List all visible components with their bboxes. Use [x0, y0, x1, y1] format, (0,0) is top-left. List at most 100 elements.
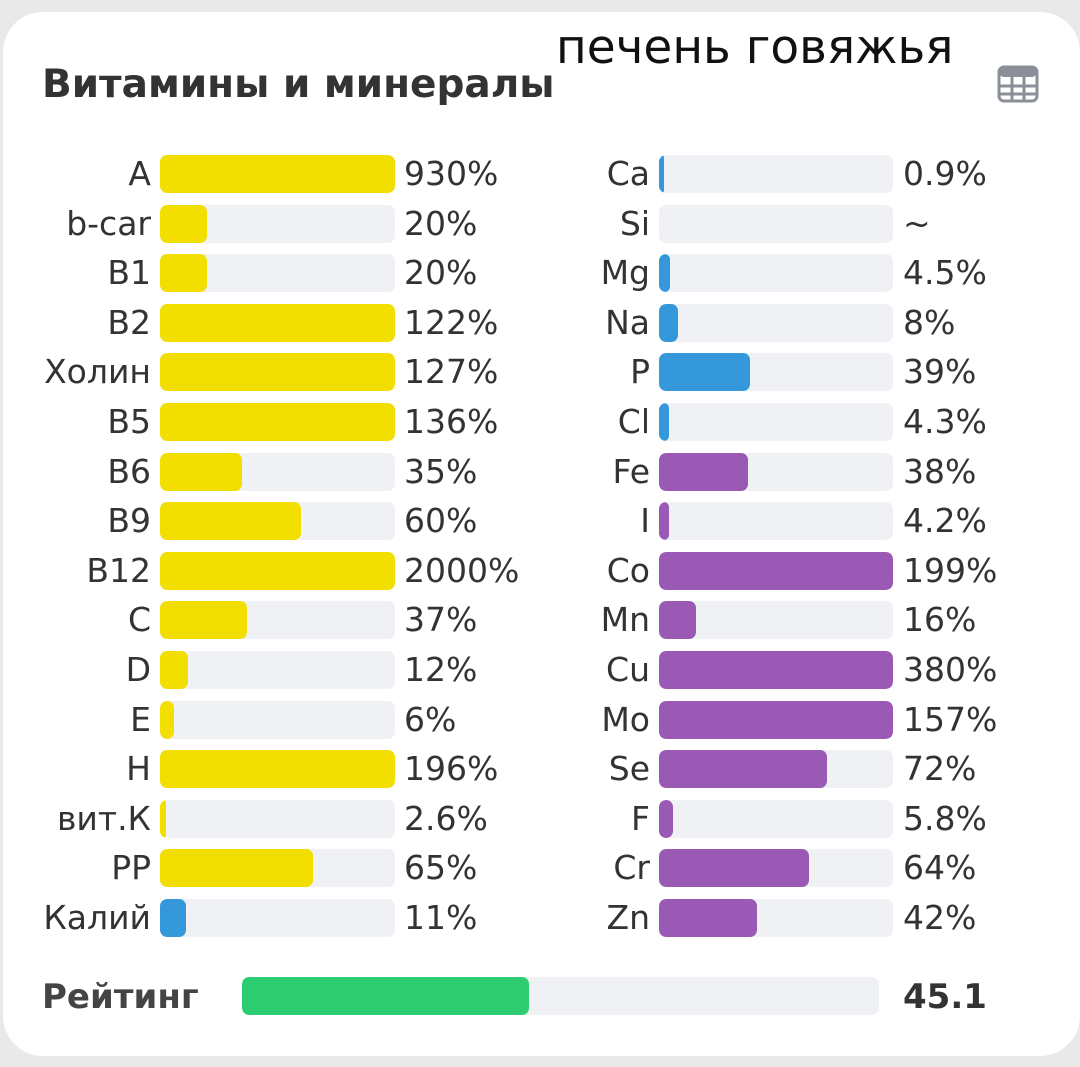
table-icon[interactable]	[996, 62, 1040, 106]
vitamin-value-вит-к: 2.6%	[404, 799, 488, 838]
mineral-bar-mo	[659, 701, 893, 739]
mineral-bar-track-cr	[659, 849, 893, 887]
mineral-bar-mn	[659, 601, 697, 639]
vitamin-label-b12: B12	[86, 551, 151, 590]
vitamin-bar-track-вит-к	[160, 800, 395, 838]
mineral-bar-mg	[659, 254, 670, 292]
vitamin-label-b-car: b-car	[66, 204, 151, 243]
mineral-label-mo: Mo	[601, 700, 650, 739]
vitamin-value-h: 196%	[404, 749, 499, 788]
mineral-bar-f	[659, 800, 673, 838]
rating-label: Рейтинг	[42, 977, 199, 1017]
mineral-label-zn: Zn	[606, 898, 650, 937]
mineral-value-cr: 64%	[903, 848, 977, 887]
mineral-value-cu: 380%	[903, 650, 998, 689]
vitamin-bar-b9	[160, 502, 301, 540]
vitamin-bar-track-h	[160, 750, 395, 788]
mineral-value-na: 8%	[903, 303, 956, 342]
mineral-bar-zn	[659, 899, 758, 937]
vitamin-value-калий: 11%	[404, 898, 478, 937]
vitamin-bar-b12	[160, 552, 395, 590]
vitamin-bar-d	[160, 651, 189, 689]
mineral-label-i: I	[640, 501, 650, 540]
vitamin-label-холин: Холин	[44, 352, 151, 391]
mineral-bar-na	[659, 304, 678, 342]
mineral-label-na: Na	[605, 303, 650, 342]
mineral-bar-track-p	[659, 353, 893, 391]
mineral-value-si: ~	[903, 204, 931, 243]
vitamin-value-b6: 35%	[404, 452, 478, 491]
vitamin-bar-e	[160, 701, 175, 739]
mineral-bar-se	[659, 750, 828, 788]
mineral-label-si: Si	[619, 204, 650, 243]
mineral-bar-track-ca	[659, 155, 893, 193]
mineral-label-f: F	[631, 799, 650, 838]
vitamin-bar-b2	[160, 304, 395, 342]
vitamin-value-e: 6%	[404, 700, 457, 739]
vitamin-value-b12: 2000%	[404, 551, 520, 590]
vitamin-bar-вит-к	[160, 800, 167, 838]
mineral-label-fe: Fe	[612, 452, 650, 491]
vitamin-value-b-car: 20%	[404, 204, 478, 243]
vitamin-bar-b-car	[160, 205, 207, 243]
vitamin-bar-track-c	[160, 601, 395, 639]
rating-value: 45.1	[903, 977, 987, 1017]
mineral-bar-cl	[659, 403, 670, 441]
vitamin-label-a: A	[128, 154, 151, 193]
vitamin-label-pp: PP	[111, 848, 151, 887]
mineral-value-f: 5.8%	[903, 799, 987, 838]
vitamin-label-e: E	[130, 700, 151, 739]
vitamin-label-d: D	[125, 650, 151, 689]
mineral-bar-track-cu	[659, 651, 893, 689]
vitamin-bar-track-b9	[160, 502, 395, 540]
vitamin-value-d: 12%	[404, 650, 478, 689]
mineral-bar-i	[659, 502, 669, 540]
vitamin-label-h: H	[126, 749, 151, 788]
mineral-label-ca: Ca	[606, 154, 650, 193]
vitamin-bar-track-b1	[160, 254, 395, 292]
mineral-label-p: P	[630, 352, 650, 391]
vitamin-label-b9: B9	[107, 501, 151, 540]
mineral-value-i: 4.2%	[903, 501, 987, 540]
mineral-bar-track-i	[659, 502, 893, 540]
vitamin-bar-track-pp	[160, 849, 395, 887]
mineral-value-zn: 42%	[903, 898, 977, 937]
vitamin-bar-track-b6	[160, 453, 395, 491]
mineral-bar-track-se	[659, 750, 893, 788]
mineral-bar-track-mg	[659, 254, 893, 292]
vitamin-bar-pp	[160, 849, 313, 887]
mineral-bar-cr	[659, 849, 809, 887]
vitamin-value-b2: 122%	[404, 303, 499, 342]
vitamin-label-b6: B6	[107, 452, 151, 491]
vitamin-bar-track-холин	[160, 353, 395, 391]
vitamin-bar-c	[160, 601, 247, 639]
mineral-bar-track-f	[659, 800, 893, 838]
mineral-bar-co	[659, 552, 893, 590]
mineral-bar-cu	[659, 651, 893, 689]
vitamin-label-b2: B2	[107, 303, 151, 342]
vitamin-bar-b5	[160, 403, 395, 441]
vitamin-label-b5: B5	[107, 402, 151, 441]
mineral-bar-track-cl	[659, 403, 893, 441]
mineral-value-mo: 157%	[903, 700, 998, 739]
rating-fill	[242, 977, 530, 1015]
mineral-bar-ca	[659, 155, 664, 193]
mineral-value-se: 72%	[903, 749, 977, 788]
mineral-label-cl: Cl	[617, 402, 650, 441]
vitamin-bar-калий	[160, 899, 186, 937]
vitamin-bar-track-калий	[160, 899, 395, 937]
mineral-label-cu: Cu	[606, 650, 650, 689]
vitamin-bar-b1	[160, 254, 207, 292]
vitamin-label-b1: B1	[107, 253, 151, 292]
mineral-value-p: 39%	[903, 352, 977, 391]
vitamin-bar-b6	[160, 453, 243, 491]
mineral-label-co: Co	[606, 551, 650, 590]
vitamin-value-b5: 136%	[404, 402, 499, 441]
mineral-bar-track-mn	[659, 601, 893, 639]
vitamin-bar-h	[160, 750, 395, 788]
mineral-label-cr: Cr	[613, 848, 650, 887]
vitamin-bar-track-b-car	[160, 205, 395, 243]
vitamin-bar-track-b2	[160, 304, 395, 342]
vitamin-bar-track-a	[160, 155, 395, 193]
vitamin-value-холин: 127%	[404, 352, 499, 391]
